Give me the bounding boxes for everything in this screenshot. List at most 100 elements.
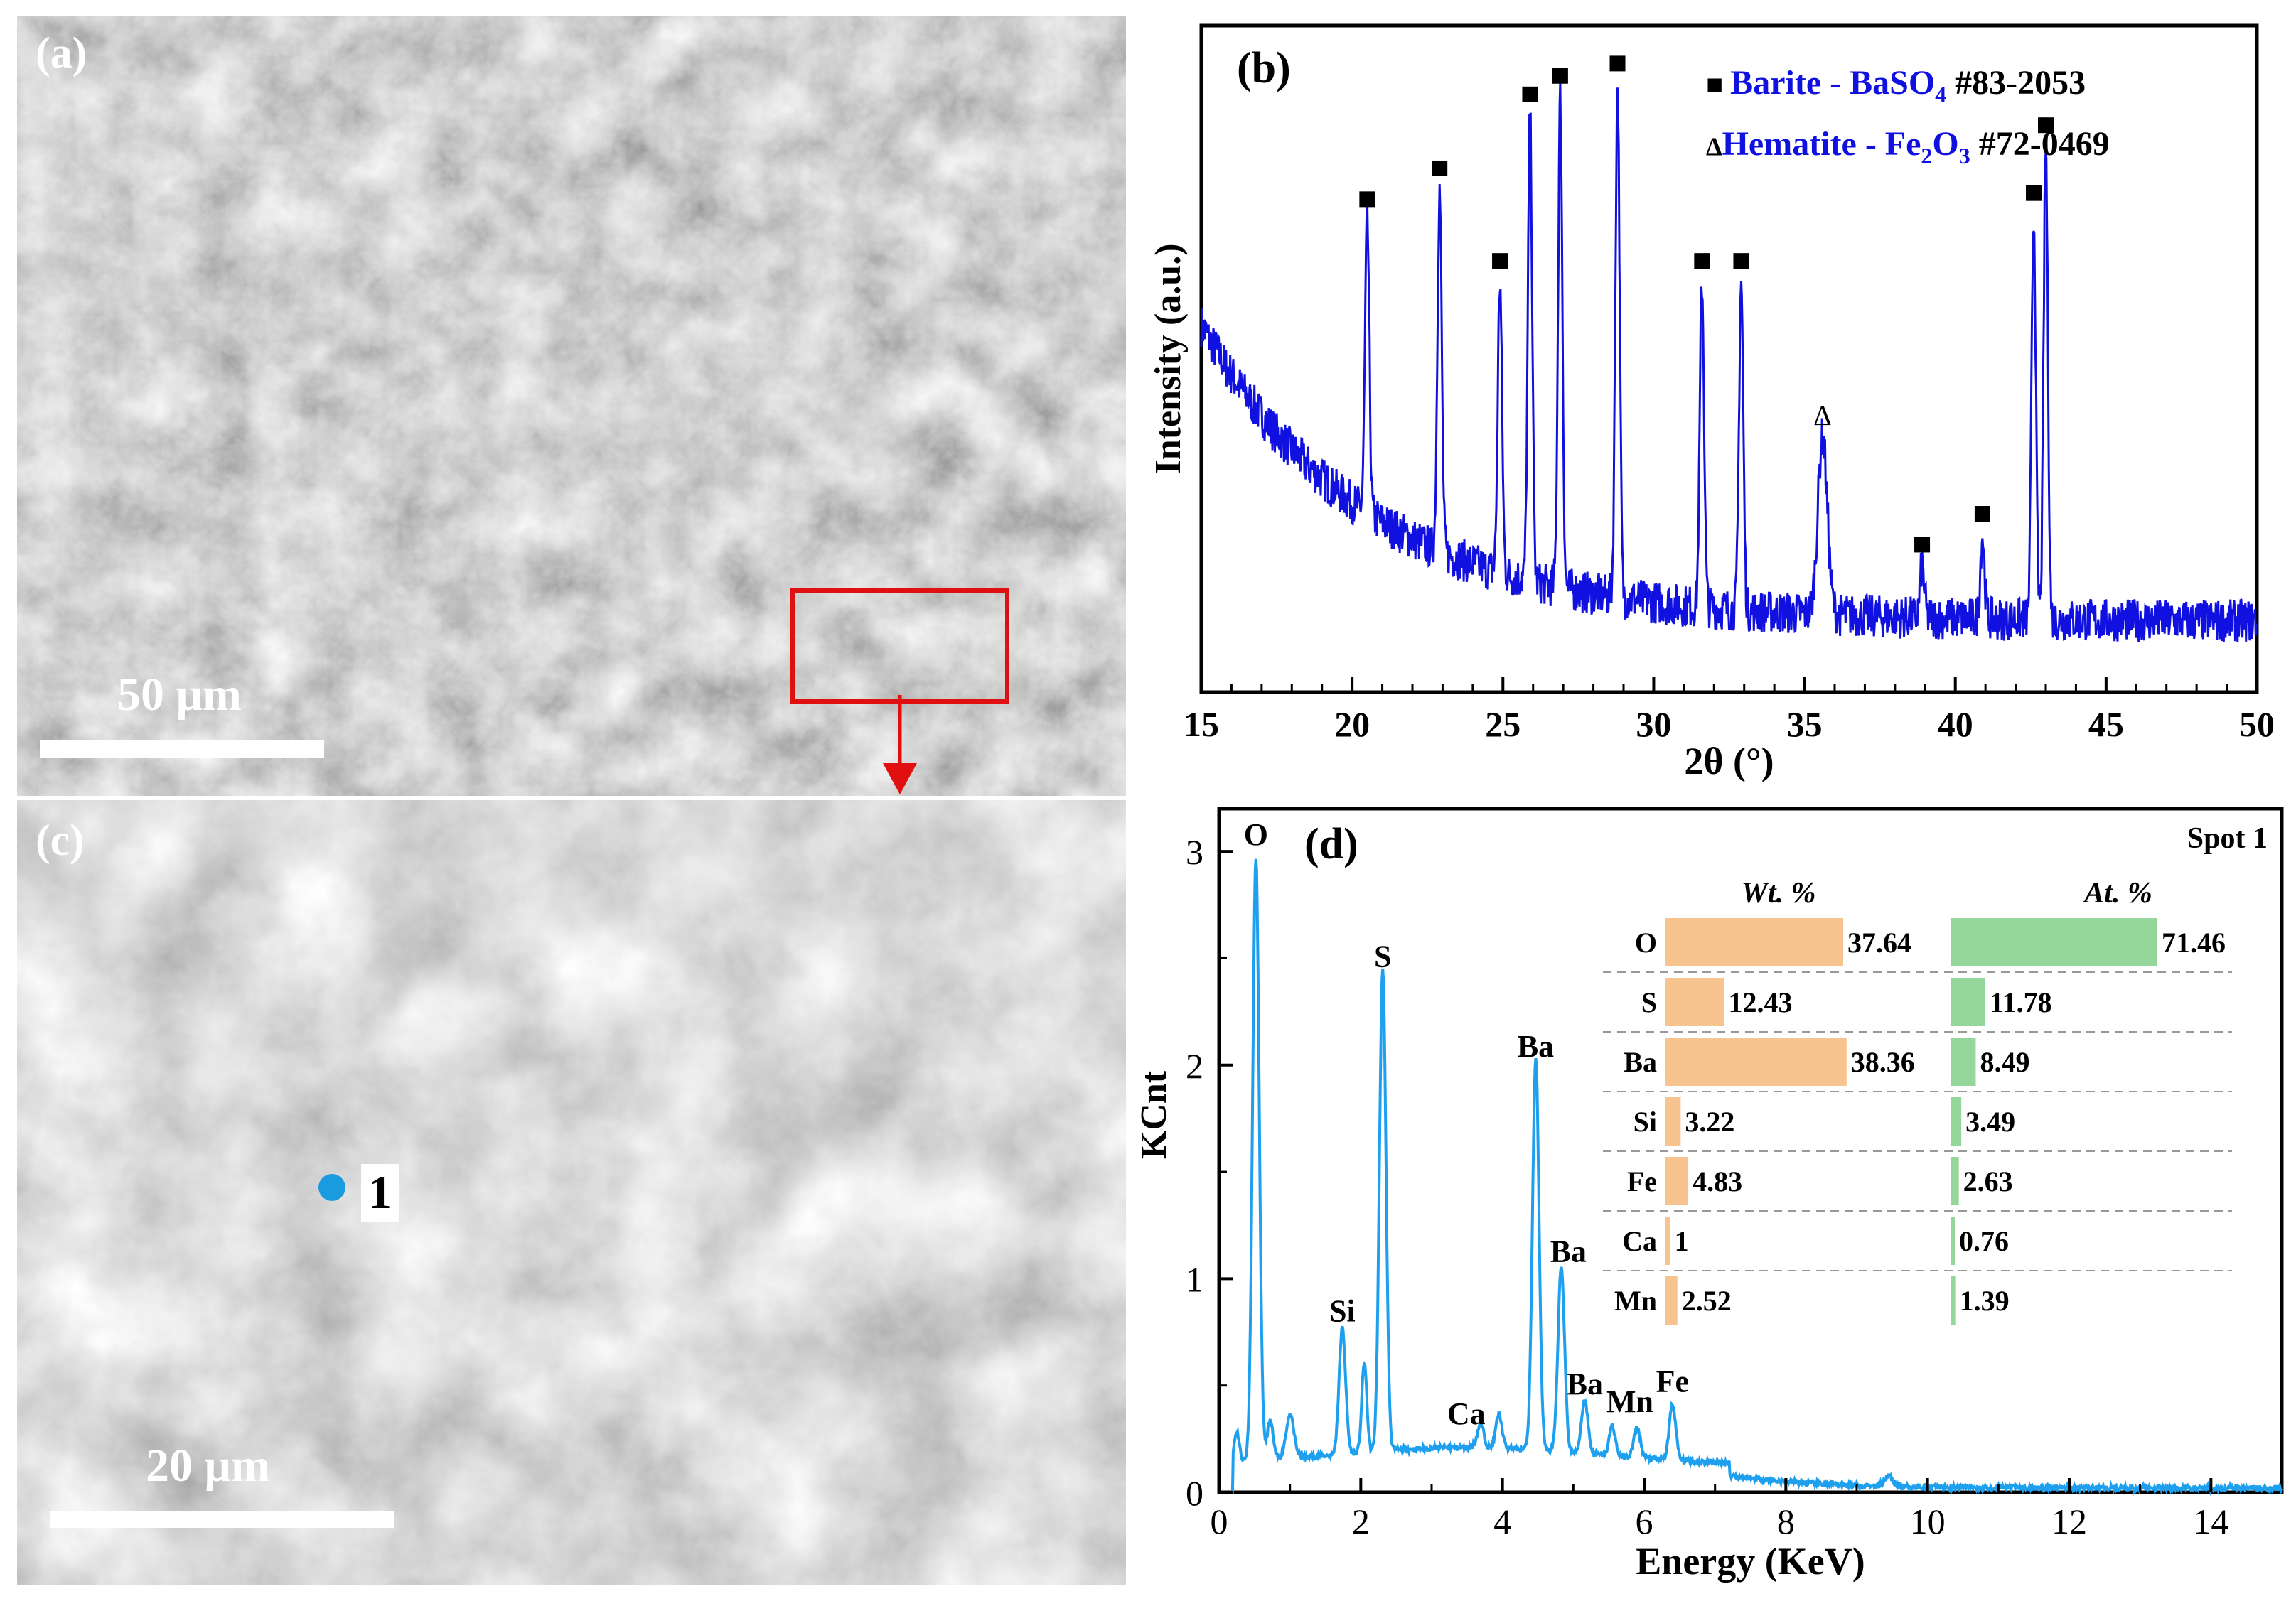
scale-bar-label-a: 50 μm bbox=[117, 669, 242, 721]
zoom-arrow bbox=[883, 695, 917, 794]
eds-peak-label: Ba bbox=[1518, 1029, 1554, 1064]
barite-peak-marker bbox=[1432, 160, 1448, 176]
barite-peak-marker bbox=[1522, 86, 1538, 102]
wt-value-label: 3.22 bbox=[1685, 1106, 1734, 1138]
wt-bar bbox=[1665, 978, 1724, 1026]
wt-value-label: 37.64 bbox=[1847, 927, 1911, 959]
wt-bar bbox=[1665, 1217, 1670, 1265]
xrd-y-axis-label: Intensity (a.u.) bbox=[1148, 243, 1189, 474]
barite-peak-marker bbox=[1609, 55, 1626, 72]
eds-series-line bbox=[1229, 858, 2283, 1497]
wt-bar bbox=[1665, 1276, 1678, 1325]
table-header-wt: Wt. % bbox=[1742, 877, 1816, 910]
at-value-label: 0.76 bbox=[1959, 1225, 2009, 1257]
sem-image-a bbox=[17, 16, 1126, 796]
wt-bar bbox=[1665, 1038, 1847, 1086]
wt-bar bbox=[1665, 918, 1843, 966]
barite-peak-marker bbox=[1492, 253, 1508, 269]
eds-y-tick-label: 1 bbox=[1186, 1259, 1203, 1299]
panel-label-b: (b) bbox=[1237, 44, 1291, 92]
table-element-label: O bbox=[1635, 927, 1657, 959]
at-value-label: 3.49 bbox=[1965, 1106, 2015, 1138]
at-value-label: 71.46 bbox=[2162, 927, 2226, 959]
barite-peak-marker bbox=[2038, 117, 2054, 134]
wt-value-label: 4.83 bbox=[1693, 1165, 1742, 1197]
at-bar bbox=[1951, 1217, 1955, 1265]
panel-label-c: (c) bbox=[36, 817, 85, 865]
eds-peak-label: S bbox=[1374, 939, 1391, 974]
scale-bar-label-c: 20 μm bbox=[146, 1440, 270, 1492]
barite-peak-marker bbox=[1694, 253, 1710, 269]
scale-bar-c bbox=[50, 1511, 394, 1528]
at-bar bbox=[1951, 918, 2157, 966]
eds-x-tick-label: 0 bbox=[1211, 1502, 1228, 1541]
at-value-label: 2.63 bbox=[1963, 1165, 2013, 1197]
eds-y-axis-label: KCnt bbox=[1134, 1070, 1174, 1159]
xrd-x-tick-label: 20 bbox=[1334, 704, 1370, 744]
eds-x-tick-label: 10 bbox=[1910, 1502, 1946, 1541]
barite-peak-marker bbox=[1914, 537, 1931, 553]
sem-image-c bbox=[17, 800, 1126, 1585]
xrd-x-tick-label: 15 bbox=[1184, 704, 1219, 744]
eds-x-tick-label: 6 bbox=[1636, 1502, 1653, 1541]
spot-annotation: Spot 1 bbox=[2187, 822, 2268, 855]
eds-y-tick-label: 2 bbox=[1186, 1046, 1203, 1086]
table-element-label: Si bbox=[1634, 1106, 1657, 1138]
eds-x-tick-label: 12 bbox=[2051, 1502, 2087, 1541]
table-element-label: Fe bbox=[1627, 1165, 1657, 1197]
barite-peak-marker bbox=[1359, 191, 1375, 208]
scale-bar-a bbox=[40, 740, 324, 758]
eds-x-tick-label: 8 bbox=[1777, 1502, 1795, 1541]
table-element-label: S bbox=[1641, 986, 1657, 1018]
legend-barite: ■ Barite - BaSO4 #83-2053 bbox=[1706, 64, 2086, 107]
eds-y-tick-label: 0 bbox=[1186, 1473, 1203, 1513]
barite-peak-marker bbox=[1552, 68, 1568, 84]
table-element-label: Mn bbox=[1614, 1285, 1657, 1317]
at-bar bbox=[1951, 1038, 1976, 1086]
sem-texture-c bbox=[17, 800, 1126, 1585]
eds-chart: O Si S Ca Ba Ba Ba Mn Fe 0 2 4 6 8 10 12 14 0 1 2 3 Energy (K… bbox=[1130, 789, 2296, 1602]
panel-label-a: (a) bbox=[36, 29, 87, 77]
xrd-x-tick-label: 35 bbox=[1787, 704, 1823, 744]
zoom-region-box bbox=[790, 588, 1009, 704]
at-bar bbox=[1951, 978, 1985, 1026]
wt-value-label: 2.52 bbox=[1682, 1285, 1732, 1317]
at-bar bbox=[1951, 1157, 1959, 1205]
xrd-series-line bbox=[1200, 82, 2258, 642]
at-value-label: 8.49 bbox=[1980, 1046, 2029, 1078]
eds-x-axis-label: Energy (KeV) bbox=[1636, 1540, 1865, 1583]
xrd-plot-frame bbox=[1199, 23, 2259, 694]
eds-x-tick-label: 14 bbox=[2193, 1502, 2228, 1541]
at-value-label: 1.39 bbox=[1960, 1285, 2010, 1317]
table-element-label: Ba bbox=[1624, 1046, 1657, 1078]
xrd-x-tick-label: 45 bbox=[2088, 704, 2124, 744]
table-element-label: Ca bbox=[1622, 1225, 1657, 1257]
spot-marker bbox=[318, 1174, 345, 1201]
eds-peak-label: Ba bbox=[1567, 1367, 1603, 1401]
eds-peak-label: Ca bbox=[1447, 1396, 1486, 1431]
eds-peak-label: Fe bbox=[1656, 1364, 1689, 1399]
xrd-x-tick-label: 30 bbox=[1636, 704, 1671, 744]
legend-hematite: ΔHematite - Fe2O3 #72-0469 bbox=[1706, 125, 2110, 168]
xrd-chart: Δ 15 20 25 30 35 40 45 50 2θ (°) Intensity (a.u.) (… bbox=[1130, 0, 2296, 782]
hematite-peak-marker: Δ bbox=[1813, 399, 1832, 431]
wt-value-label: 1 bbox=[1675, 1225, 1689, 1257]
panel-label-d: (d) bbox=[1304, 820, 1358, 868]
sem-texture-a bbox=[17, 16, 1126, 796]
at-bar bbox=[1951, 1097, 1962, 1146]
eds-peak-label: Mn bbox=[1606, 1384, 1653, 1419]
at-value-label: 11.78 bbox=[1990, 986, 2052, 1018]
xrd-x-tick-label: 40 bbox=[1938, 704, 1973, 744]
eds-x-tick-label: 4 bbox=[1493, 1502, 1511, 1541]
eds-y-tick-label: 3 bbox=[1186, 832, 1203, 872]
table-header-at: At. % bbox=[2082, 877, 2152, 910]
spot-label: 1 bbox=[361, 1164, 399, 1222]
wt-value-label: 38.36 bbox=[1851, 1046, 1915, 1078]
wt-bar bbox=[1665, 1157, 1689, 1205]
xrd-svg: Δ 15 20 25 30 35 40 45 50 2θ (°) Intensity (a.u.) (… bbox=[1148, 23, 2275, 782]
eds-x-tick-label: 2 bbox=[1352, 1502, 1370, 1541]
eds-peak-label: Ba bbox=[1550, 1234, 1587, 1268]
barite-peak-marker bbox=[1733, 253, 1749, 269]
barite-peak-marker bbox=[2026, 185, 2042, 201]
